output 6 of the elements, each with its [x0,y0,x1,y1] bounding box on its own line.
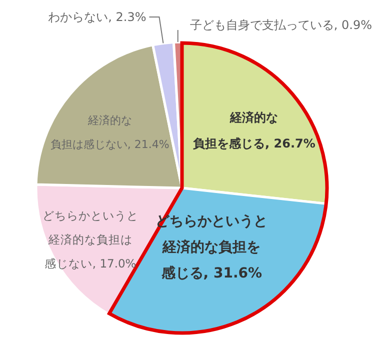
slice-label: 経済的な負担は感じない, 21.4% [50,114,170,151]
slice-label: わからない, 2.3% [48,10,146,24]
slice-label: 経済的な負担を感じる, 26.7% [193,110,316,150]
slice-label: どちらかというと経済的な負担は感じない, 17.0% [42,208,138,270]
slice-label: どちらかというと経済的な負担を感じる, 31.6% [156,214,268,282]
slice-label: 子ども自身で支払っている, 0.9% [190,18,372,32]
